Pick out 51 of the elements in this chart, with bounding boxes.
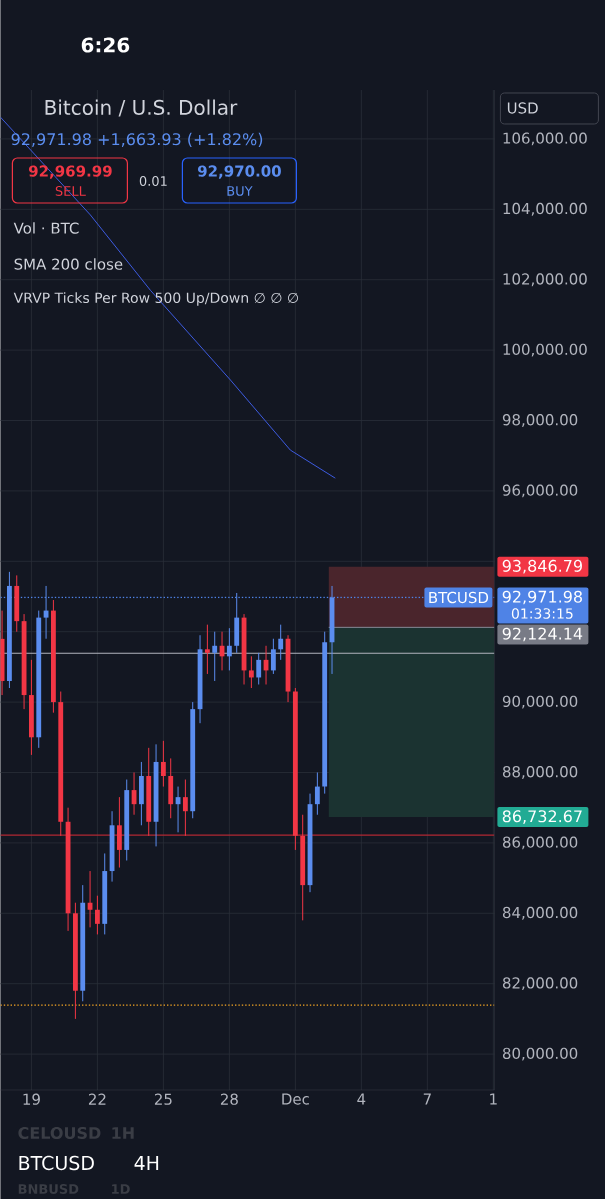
ref-line-label: 92,971.98: [502, 590, 582, 605]
annotation: SMA 200 close: [14, 258, 123, 270]
annotation: 92,969.99: [28, 165, 112, 179]
y-tick-label: 82,000.00: [502, 977, 578, 991]
y-tick-label: 84,000.00: [502, 906, 578, 920]
y-tick-label: 80,000.00: [502, 1047, 578, 1061]
x-tick-label: 28: [220, 1093, 238, 1105]
y-tick-label: 98,000.00: [502, 414, 578, 427]
candlestick: [278, 624, 283, 661]
y-tick-label: 96,000.00: [502, 484, 578, 498]
annotation: SELL: [55, 186, 86, 196]
x-tick-label: 4: [357, 1093, 366, 1105]
x-tick-label: 7: [423, 1093, 431, 1105]
candlestick: [314, 772, 320, 816]
candlestick: [270, 638, 276, 675]
candlestick: [94, 895, 100, 935]
chart-title: Bitcoin / U.S. Dollar: [45, 99, 238, 117]
annotation: 92,970.00: [197, 165, 281, 179]
y-tick-label: 88,000.00: [502, 766, 578, 779]
y-tick-label: 106,000.00: [503, 132, 587, 146]
text: 6:26: [81, 37, 130, 53]
text: 01:33:15: [511, 608, 573, 619]
text: BTCUSD: [19, 1155, 94, 1171]
x-tick-label: Dec: [282, 1093, 309, 1105]
candlestick: [226, 627, 232, 671]
text: 4H: [134, 1156, 158, 1170]
y-tick-label: 90,000.00: [502, 695, 578, 709]
y-tick-label: 100,000.00: [503, 343, 587, 357]
y-tick-label: 86,000.00: [502, 836, 578, 850]
text: USD: [507, 102, 538, 114]
ref-line-label: 92,124.14: [502, 627, 583, 642]
candlestick: [248, 655, 254, 689]
annotation: Vol · BTC: [13, 222, 79, 234]
annotation: BUY: [227, 186, 253, 196]
x-tick-label: 19: [23, 1093, 40, 1105]
candlestick: [256, 652, 261, 685]
band-label: 86,732.67: [502, 810, 582, 824]
candlestick: [204, 624, 210, 675]
x-tick-label: 1: [490, 1093, 497, 1105]
candlestick: [160, 740, 166, 788]
candlestick: [212, 631, 217, 682]
band-label: 93,846.79: [502, 559, 582, 574]
candlestick: [182, 779, 188, 837]
y-tick-label: 102,000.00: [503, 273, 587, 287]
y-tick-label: 104,000.00: [503, 202, 587, 216]
annotation: VRVP Ticks Per Row 500 Up/Down ∅ ∅ ∅: [13, 292, 298, 306]
x-tick-label: 25: [154, 1093, 172, 1105]
x-tick-label: 22: [88, 1093, 106, 1105]
text: 92,971.98 +1,663.93 (+1.82%): [11, 132, 262, 148]
annotation: 0.01: [139, 176, 167, 186]
annotation: BTCUSD: [429, 591, 488, 604]
